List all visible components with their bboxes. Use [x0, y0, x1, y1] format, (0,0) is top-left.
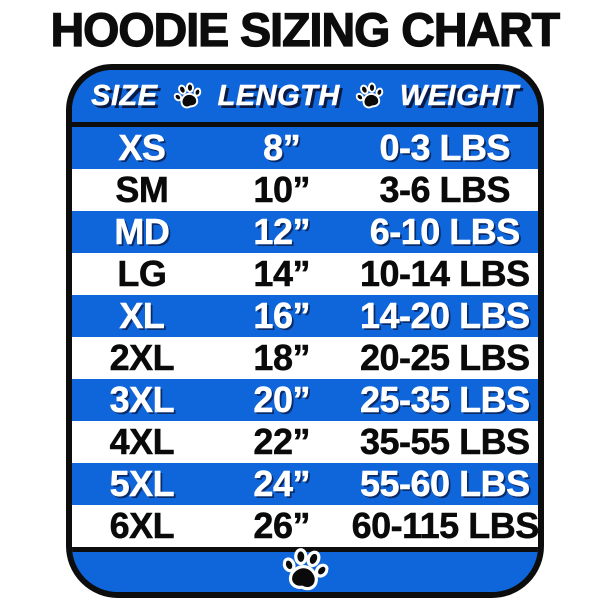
paw-icon: [278, 543, 331, 596]
paw-icon: [171, 79, 205, 113]
page-title: HOODIE SIZING CHART: [50, 2, 561, 56]
header-size: SIZE: [91, 79, 158, 112]
weight-cell: 0-3 LBS: [379, 127, 511, 168]
length-cell: 8”: [263, 127, 301, 168]
table-row: LG 14” 10-14 LBS: [72, 253, 538, 295]
size-cell: 6XL: [109, 505, 175, 546]
length-cell: 10”: [253, 169, 311, 210]
size-cell: SM: [115, 169, 169, 210]
weight-cell: 60-115 LBS: [351, 505, 539, 546]
weight-cell: 3-6 LBS: [379, 169, 511, 210]
length-cell: 24”: [253, 463, 311, 504]
length-cell: 18”: [253, 337, 311, 378]
paw-icon: [353, 79, 387, 113]
length-cell: 26”: [253, 505, 311, 546]
weight-cell: 10-14 LBS: [360, 253, 531, 294]
weight-cell: 35-55 LBS: [360, 421, 531, 462]
header-length: LENGTH: [217, 79, 340, 112]
weight-cell: 25-35 LBS: [360, 379, 531, 420]
length-cell: 16”: [253, 295, 311, 336]
size-cell: 2XL: [109, 337, 175, 378]
size-cell: MD: [114, 211, 170, 252]
weight-cell: 20-25 LBS: [360, 337, 531, 378]
size-cell: 3XL: [109, 379, 175, 420]
size-cell: LG: [117, 253, 167, 294]
table-row: 5XL 24” 55-60 LBS: [72, 463, 538, 505]
table-row: 6XL 26” 60-115 LBS: [72, 505, 538, 547]
table-footer: [72, 547, 538, 592]
header-weight: WEIGHT: [399, 79, 519, 112]
table-row: 4XL 22” 35-55 LBS: [72, 421, 538, 463]
size-cell: XL: [119, 295, 165, 336]
table-row: MD 12” 6-10 LBS: [72, 211, 538, 253]
size-cell: 5XL: [109, 463, 175, 504]
table-row: XL 16” 14-20 LBS: [72, 295, 538, 337]
size-cell: 4XL: [109, 421, 175, 462]
length-cell: 14”: [253, 253, 311, 294]
table-row: 3XL 20” 25-35 LBS: [72, 379, 538, 421]
table-row: 2XL 18” 20-25 LBS: [72, 337, 538, 379]
table-row: XS 8” 0-3 LBS: [72, 127, 538, 169]
length-cell: 12”: [253, 211, 311, 252]
title-bar: HOODIE SIZING CHART: [0, 0, 610, 58]
size-cell: XS: [118, 127, 166, 168]
sizing-chart-table: SIZE LENGTH WEIGHT XS 8” 0-3 LBS SM 10” …: [66, 64, 544, 598]
table-header-row: SIZE LENGTH WEIGHT: [72, 70, 538, 127]
weight-cell: 55-60 LBS: [360, 463, 531, 504]
table-body: XS 8” 0-3 LBS SM 10” 3-6 LBS MD 12” 6-10…: [72, 127, 538, 547]
length-cell: 20”: [253, 379, 311, 420]
weight-cell: 14-20 LBS: [360, 295, 531, 336]
length-cell: 22”: [253, 421, 311, 462]
table-row: SM 10” 3-6 LBS: [72, 169, 538, 211]
weight-cell: 6-10 LBS: [369, 211, 520, 252]
